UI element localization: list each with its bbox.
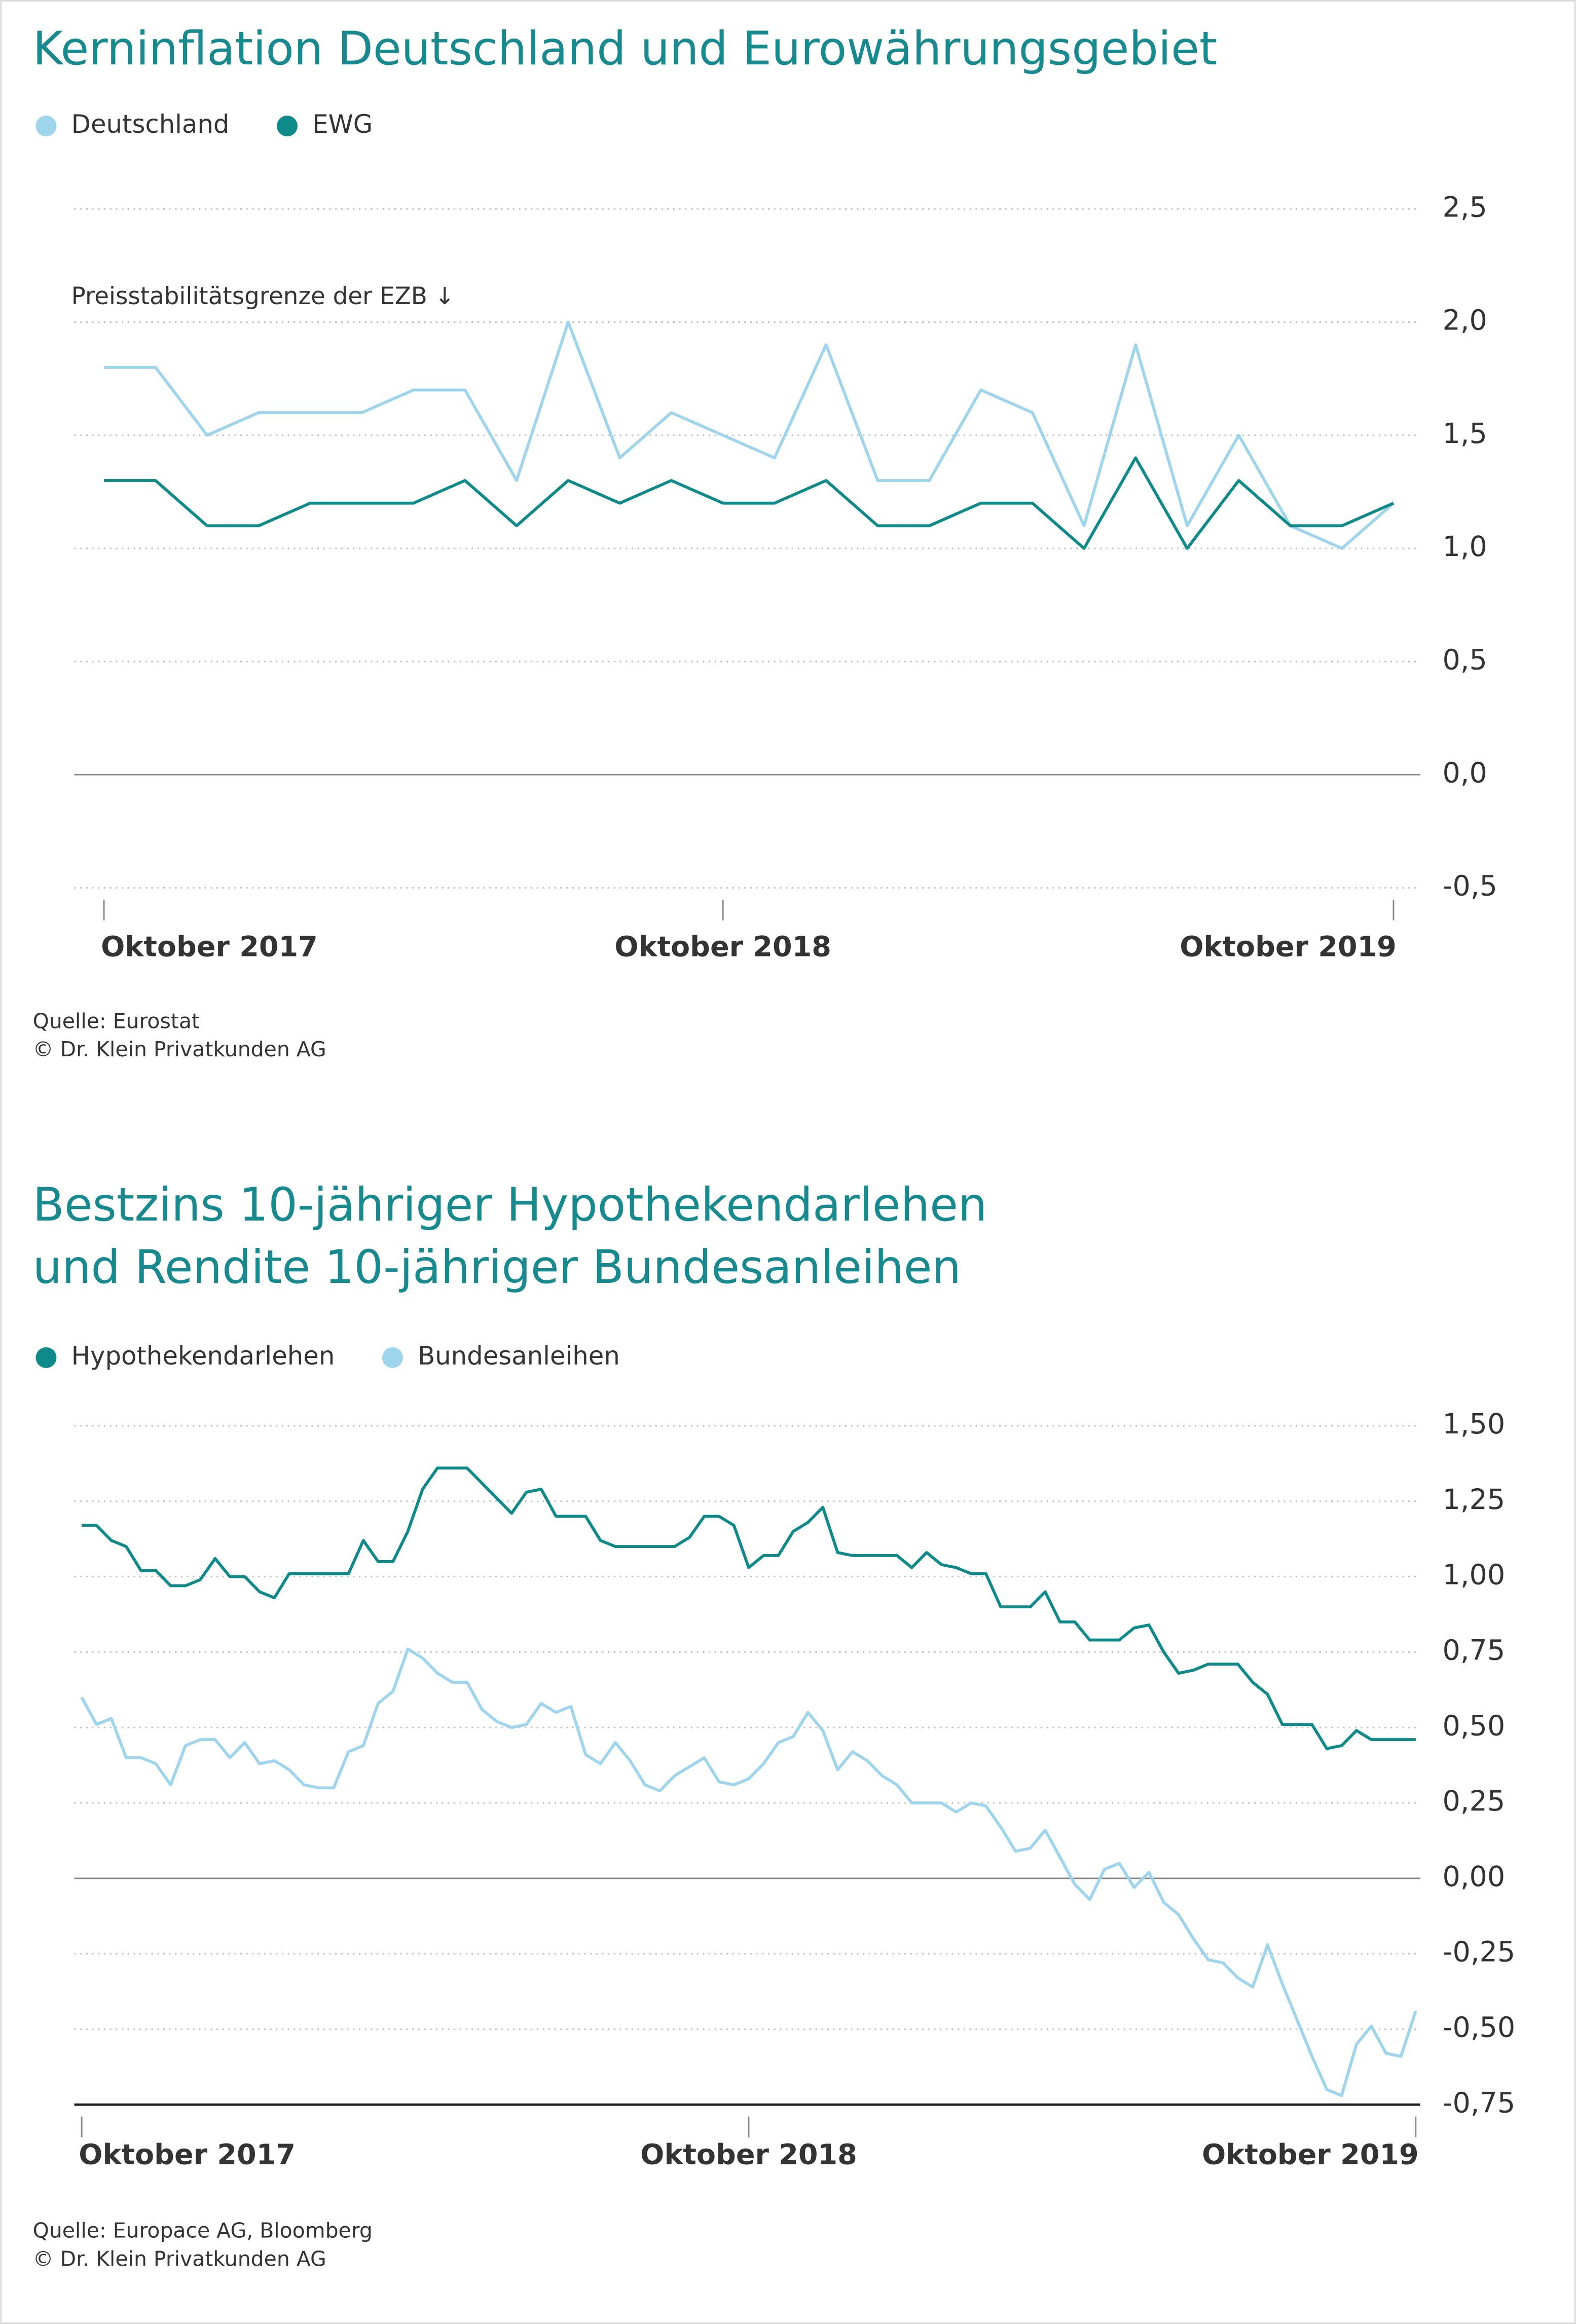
y-tick-label: 1,25 [1442, 1483, 1505, 1516]
legend-marker [35, 1347, 57, 1368]
y-tick-label: 1,0 [1442, 530, 1487, 563]
y-tick-label: 0,00 [1442, 1860, 1505, 1893]
y-tick-label: -0,25 [1442, 1936, 1515, 1969]
legend-marker [382, 1347, 403, 1368]
source: Quelle: Europace AG, Bloomberg [33, 2219, 373, 2243]
series-line [104, 320, 1395, 550]
legend-label: Bundesanleihen [418, 1341, 620, 1371]
legend-label: Hypothekendarlehen [71, 1341, 335, 1371]
chart-title: Bestzins 10-jähriger Hypothekendarlehen [33, 1178, 987, 1232]
legend-label: Deutschland [71, 109, 230, 139]
y-tick-label: 2,5 [1442, 191, 1487, 224]
x-tick-label: Oktober 2018 [614, 931, 831, 964]
y-tick-label: 0,5 [1442, 643, 1487, 676]
y-tick-label: 0,0 [1442, 756, 1487, 789]
chart-title: und Rendite 10-jähriger Bundesanleihen [33, 1241, 961, 1294]
series-line [80, 1647, 1417, 2097]
y-tick-label: 0,75 [1442, 1634, 1505, 1667]
x-tick-label: Oktober 2018 [640, 2138, 857, 2171]
source: Quelle: Eurostat [33, 1009, 200, 1034]
x-tick-label: Oktober 2017 [101, 931, 318, 964]
series-line [104, 456, 1395, 550]
series-line [82, 1466, 1416, 1750]
y-tick-label: -0,50 [1442, 2011, 1515, 2044]
y-tick-label: 2,0 [1442, 304, 1487, 337]
y-tick-label: 0,50 [1442, 1709, 1505, 1742]
y-tick-label: 1,50 [1442, 1408, 1505, 1441]
y-tick-label: 0,25 [1442, 1785, 1505, 1818]
source: © Dr. Klein Privatkunden AG [33, 2246, 326, 2271]
legend-marker [277, 116, 298, 137]
x-tick-label: Oktober 2017 [79, 2138, 296, 2171]
y-tick-label: 1,00 [1442, 1559, 1505, 1592]
chart-title: Kerninflation Deutschland und Eurowährun… [33, 22, 1218, 76]
x-tick-label: Oktober 2019 [1180, 931, 1397, 964]
source: © Dr. Klein Privatkunden AG [33, 1037, 326, 1061]
y-tick-label: 1,5 [1442, 417, 1487, 450]
x-tick-label: Oktober 2019 [1202, 2138, 1419, 2171]
legend-label: EWG [312, 109, 373, 139]
annotation: Preisstabilitätsgrenze der EZB ↓ [71, 283, 455, 310]
legend-marker [35, 116, 57, 137]
y-tick-label: -0,75 [1442, 2086, 1515, 2119]
y-tick-label: -0,5 [1442, 870, 1497, 903]
